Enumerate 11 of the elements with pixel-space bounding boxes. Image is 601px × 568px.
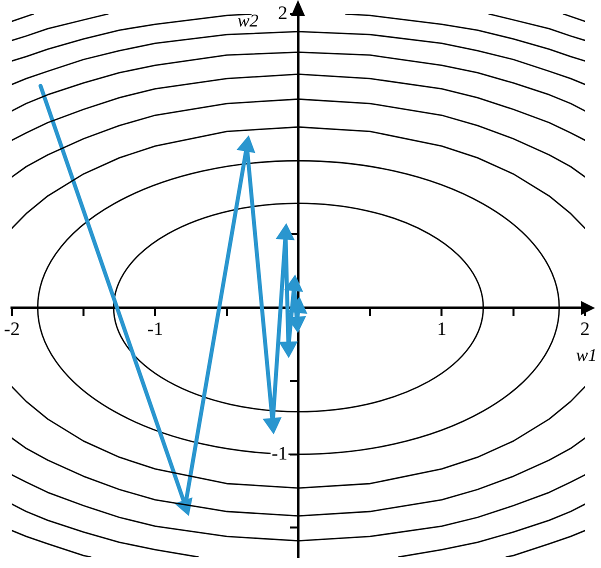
point (238, 137, 254, 153)
point (290, 298, 306, 314)
x-tick-label: -1 (147, 318, 164, 340)
point (286, 276, 302, 292)
point (277, 225, 294, 240)
x-axis-title: w1 (576, 345, 597, 366)
y-axis-title: w2 (237, 10, 258, 31)
point (264, 417, 280, 432)
x-tick-label: 1 (436, 318, 446, 340)
x-tick-label: -2 (4, 318, 20, 340)
x-tick-label: 2 (580, 318, 590, 340)
